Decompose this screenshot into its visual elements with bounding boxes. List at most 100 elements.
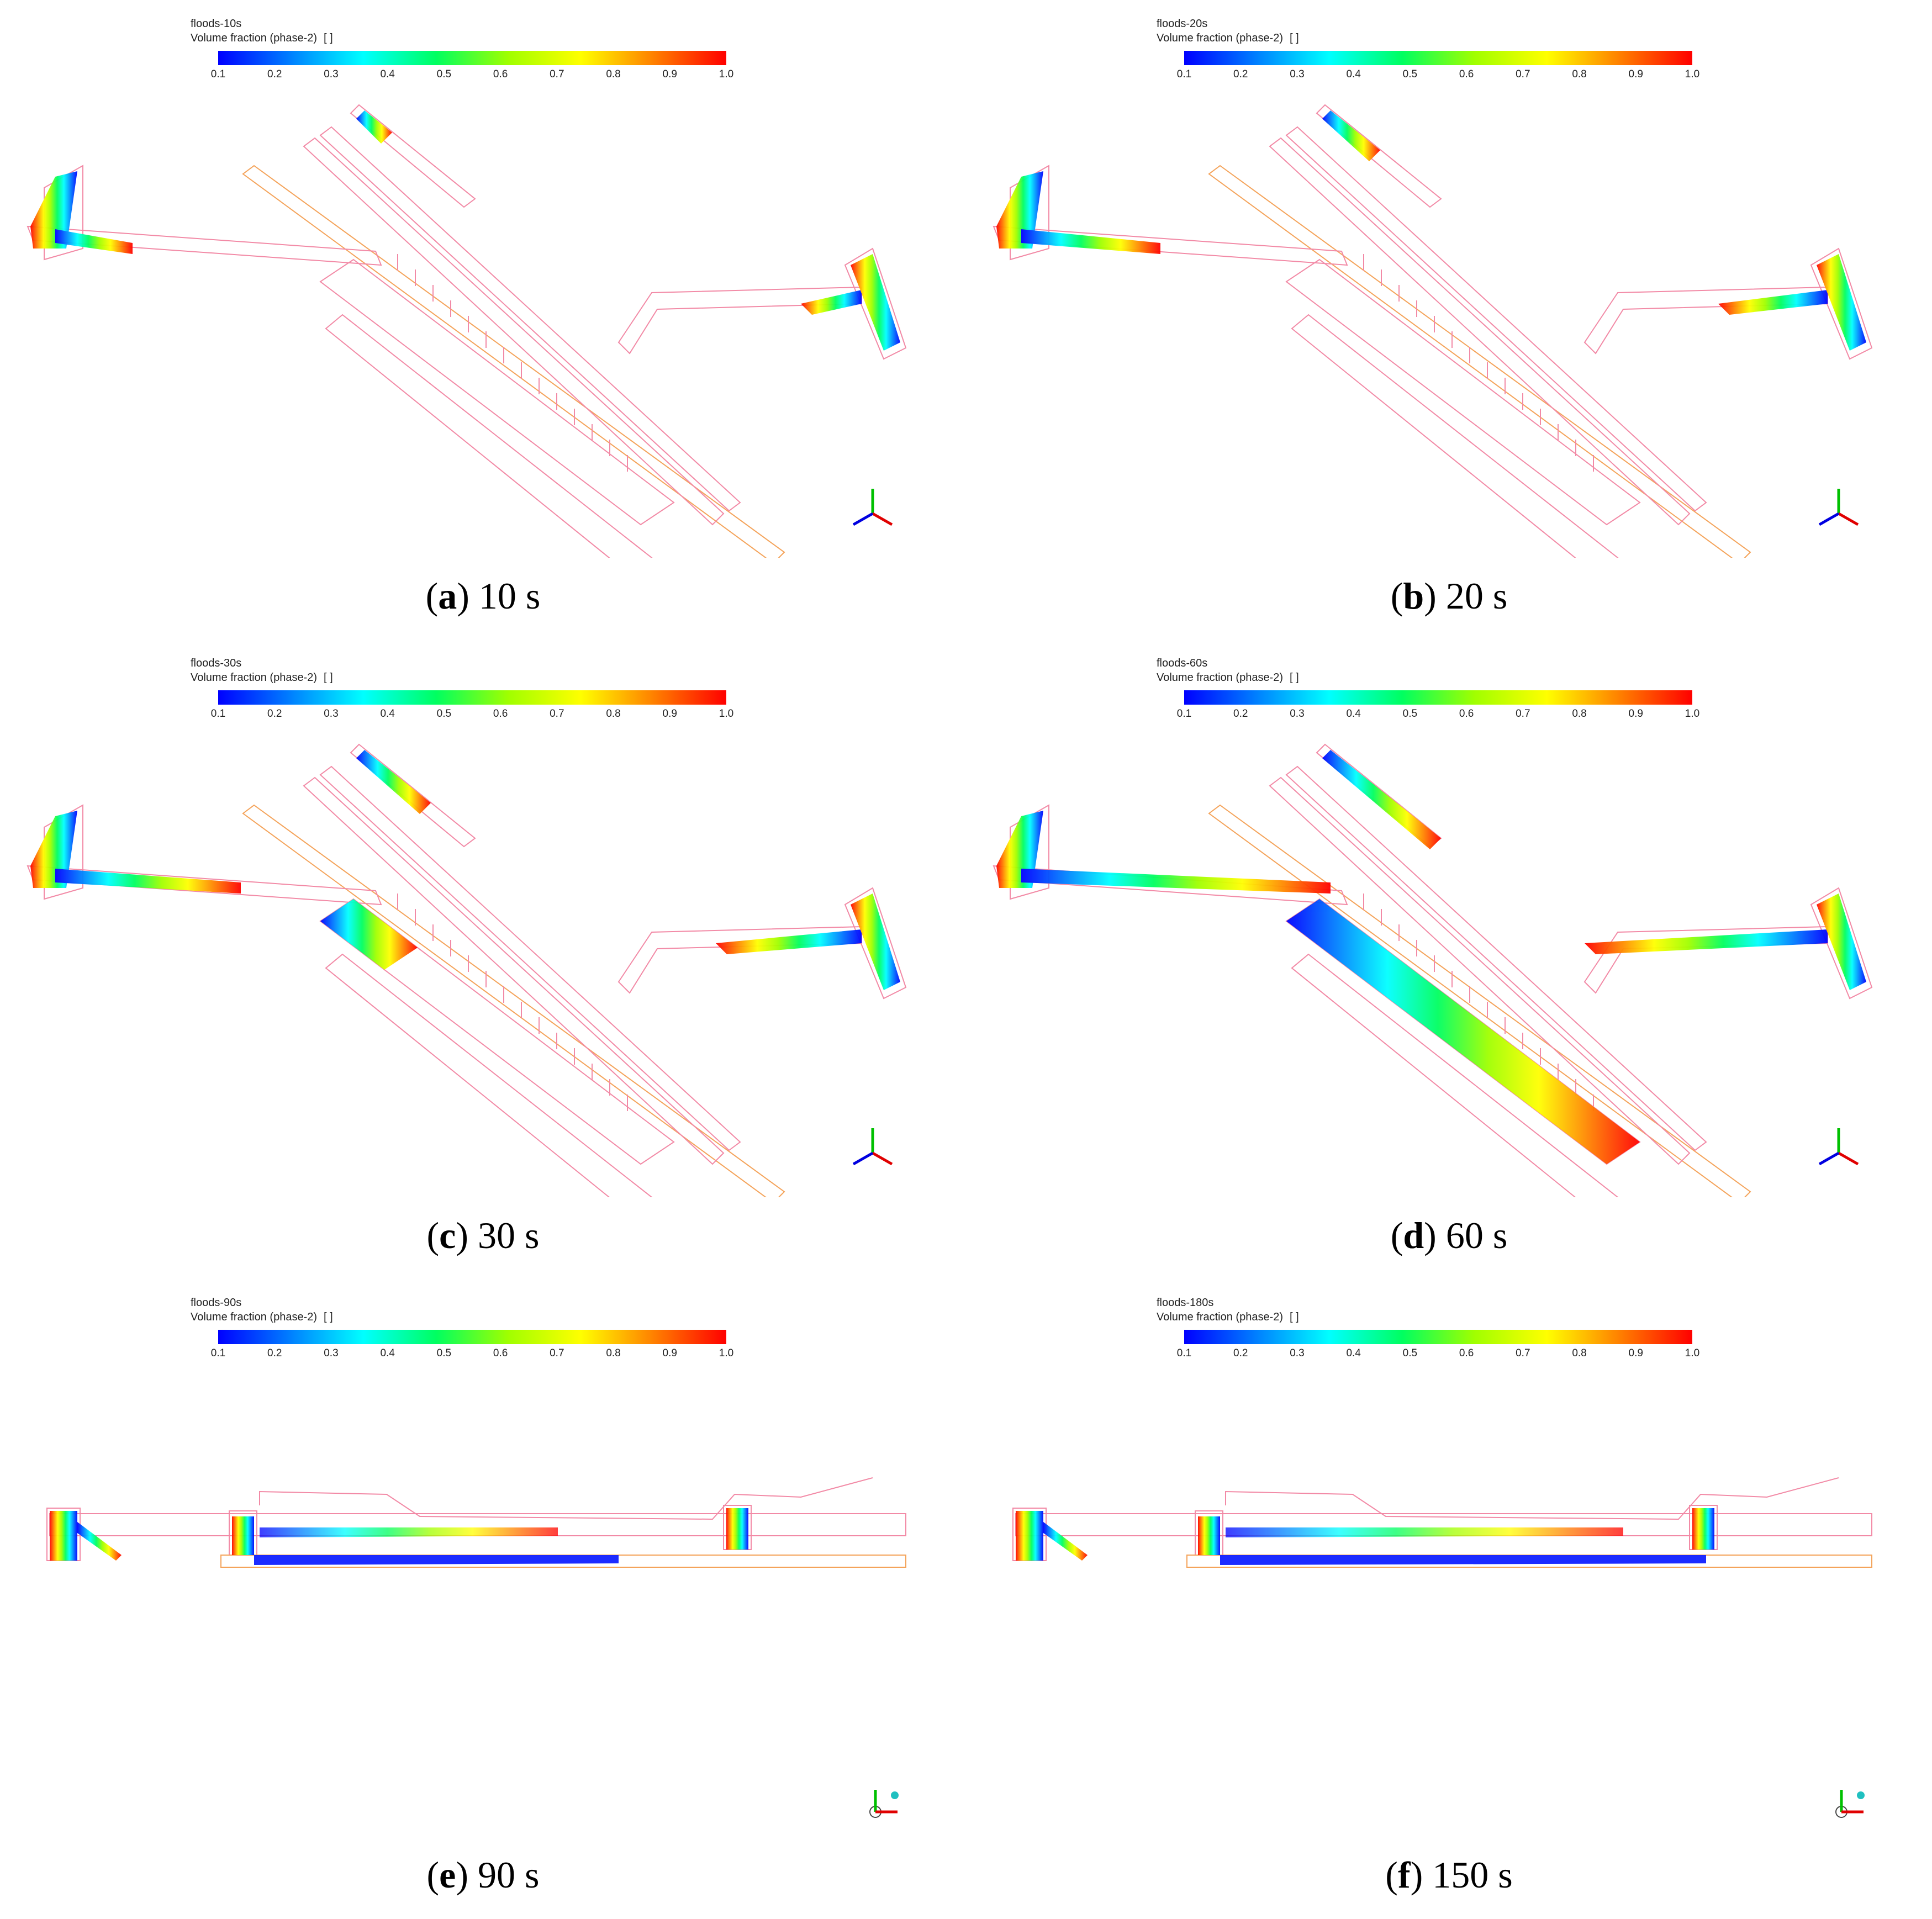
flood-visualization [27,104,907,558]
quantity-label: Volume fraction (phase-2) [191,1311,318,1323]
simulation-title: floods-30s [191,657,242,669]
flood-scene [0,83,966,558]
colorbar-tick-label: 0.6 [493,1347,508,1359]
colorbar-tick-label: 0.2 [267,1347,282,1359]
station-wireframe [993,104,1873,558]
track-tunnel-outline [1269,137,1691,526]
flood-scene [966,1362,1932,1837]
colorbar-quantity: Volume fraction (phase-2) [ ] [191,670,743,685]
right-corridor-outline [617,286,862,355]
colorbar-tick-label: 0.6 [493,708,508,720]
panel-caption: (e) 90 s [426,1854,540,1896]
water-right-entrance [726,1508,748,1550]
caption-time: 90 s [478,1854,540,1896]
colorbar-tick-label: 1.0 [1685,708,1700,720]
colorbar-tick-label: 0.1 [210,708,226,720]
water-right-entrance [1817,254,1866,351]
station-wireframe [27,104,907,558]
axis-triad-icon [852,489,893,526]
panel-caption: (c) 30 s [426,1214,540,1256]
water-volume [30,110,900,351]
water-track-level [1220,1555,1706,1565]
water-mid-entrance [1198,1516,1220,1555]
right-entrance-outline [1810,247,1873,360]
colorbar-header: floods-30s Volume fraction (phase-2) [ ] [191,656,743,685]
colorbar-tick-label: 0.6 [1459,1347,1474,1359]
colorbar-tick-label: 0.2 [267,68,282,80]
colorbar-tick-label: 0.4 [380,68,395,80]
panel-caption: (d) 60 s [1390,1214,1508,1256]
colorbar-ticks: 0.1 0.2 0.3 0.4 0.5 0.6 0.7 0.8 0.9 1.0 [211,708,733,721]
water-concourse [320,899,418,970]
caption-time: 20 s [1445,575,1508,617]
colorbar-header: floods-180s Volume fraction (phase-2) [ ] [1157,1296,1709,1324]
caption-time: 10 s [478,575,541,617]
caption-time: 30 s [478,1214,540,1256]
simulation-title: floods-10s [191,18,242,30]
water-right-corridor [801,290,862,315]
panel-f: floods-180s Volume fraction (phase-2) [ ]… [966,1279,1932,1918]
track-tunnel-outline [1285,765,1707,1151]
station-wireframe [1012,1477,1872,1568]
colorbar-tick-label: 0.7 [1516,68,1530,80]
track-tunnel-outline [303,776,725,1165]
colorbar-tick-label: 0.4 [1346,68,1361,80]
colorbar-tick-label: 0.2 [1233,708,1248,720]
water-volume [996,110,1866,351]
quantity-label: Volume fraction (phase-2) [191,672,318,684]
caption-letter: c [439,1214,456,1256]
water-track-level [254,1555,619,1565]
colorbar-tick-label: 0.7 [1516,1347,1530,1359]
colorbar-header: floods-60s Volume fraction (phase-2) [ ] [1157,656,1709,685]
flood-scene [966,83,1932,558]
concourse-outline [1285,258,1641,526]
water-upper-stair [1322,110,1380,161]
caption-letter: a [438,575,457,617]
track-tunnel-outline [319,765,741,1151]
colorbar-quantity: Volume fraction (phase-2) [ ] [1157,1310,1709,1324]
colorbar-tick-label: 1.0 [1685,68,1700,80]
colorbar-tick-label: 0.6 [493,68,508,80]
colorbar-tick-label: 0.5 [436,708,452,720]
colorbar-quantity: Volume fraction (phase-2) [ ] [191,1310,743,1324]
panel-d: floods-60s Volume fraction (phase-2)[ ] … [966,639,1932,1279]
colorbar-ticks: 0.1 0.2 0.3 0.4 0.5 0.6 0.7 0.8 0.9 1.0 [1177,1347,1699,1361]
water-mid-entrance [232,1516,254,1555]
colorbar-tick-label: 0.5 [1402,1347,1418,1359]
water-concourse-level [260,1527,558,1537]
colorbar-tick-label: 0.8 [606,68,621,80]
colorbar-header: floods-20s Volume fraction (phase-2) [ ] [1157,17,1709,45]
colorbar-tick-label: 0.7 [550,1347,564,1359]
caption-time: 60 s [1445,1214,1508,1256]
flood-visualization [1012,1477,1872,1818]
colorbar-tick-label: 0.9 [662,68,677,80]
platform-outline [325,314,653,558]
water-right-entrance [851,254,900,351]
colorbar-tick-label: 0.3 [324,68,339,80]
colorbar [1184,51,1692,65]
colorbar [218,690,726,705]
colorbar-tick-label: 0.3 [324,708,339,720]
caption-letter: d [1403,1214,1424,1256]
colorbar-tick-label: 0.2 [1233,68,1248,80]
right-entrance-outline [1810,887,1873,1000]
colorbar-tick-label: 0.5 [436,1347,452,1359]
colorbar-tick-label: 0.4 [380,708,395,720]
colorbar-tick-label: 0.5 [1402,708,1418,720]
water-left-entrance [30,811,77,888]
colorbar [218,1330,726,1344]
water-left-entrance [996,811,1043,888]
water-left-entrance [1016,1511,1043,1561]
platform-outline [1291,314,1619,558]
colorbar-tick-label: 0.2 [267,708,282,720]
colorbar-quantity: Volume fraction (phase-2) [ ] [191,31,743,45]
left-corridor-outline [993,225,1348,266]
upper-stair-outline [1316,104,1442,208]
caption-letter: f [1397,1854,1411,1896]
track-tunnel-outline [303,137,725,526]
water-left-entrance [996,171,1043,249]
quantity-label: Volume fraction (phase-2) [1157,672,1284,684]
caption-time: 150 s [1432,1854,1513,1896]
colorbar-tick-label: 0.7 [550,68,564,80]
station-wireframe [27,743,907,1197]
